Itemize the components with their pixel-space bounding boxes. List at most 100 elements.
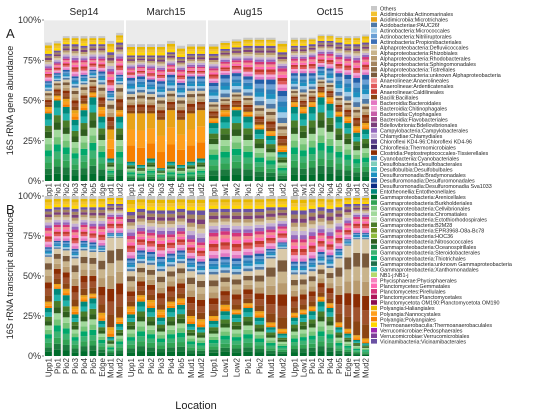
bar-segment — [89, 150, 97, 159]
bar-segment — [80, 64, 88, 67]
bar-segment — [98, 71, 106, 74]
bar-segment — [231, 325, 242, 330]
bar-segment — [45, 308, 52, 313]
bar-segment — [62, 344, 70, 351]
x-tick-label: Pio4 — [80, 182, 89, 199]
bar-segment — [291, 239, 298, 243]
bar-segment — [137, 254, 145, 257]
bar-segment — [344, 293, 352, 306]
bar-segment — [243, 342, 253, 348]
bar-segment — [177, 57, 185, 59]
bar-segment — [187, 244, 195, 248]
bar-segment — [107, 139, 115, 149]
bar-segment — [80, 105, 88, 109]
bar-segment — [137, 276, 145, 282]
bar-segment — [277, 345, 287, 348]
bar-segment — [243, 104, 253, 108]
bar-segment — [89, 68, 97, 70]
bar-segment — [254, 113, 265, 117]
bar-segment — [254, 266, 265, 270]
bar-segment — [317, 94, 325, 96]
bar-segment — [116, 216, 123, 220]
bar-segment — [62, 69, 70, 72]
bar-segment — [266, 69, 276, 72]
bar-segment — [220, 48, 230, 51]
bar-segment — [220, 231, 230, 235]
bar-segment — [197, 242, 205, 246]
bar-segment — [326, 46, 334, 49]
bar-segment — [291, 274, 298, 280]
bar-segment — [187, 44, 195, 47]
bar-segment — [187, 210, 195, 215]
bar-segment — [317, 316, 325, 322]
bar-segment — [116, 151, 123, 158]
bar-segment — [362, 157, 369, 163]
bar-segment — [335, 76, 343, 81]
bar-segment — [116, 338, 123, 342]
bar-segment — [107, 350, 115, 353]
bar-segment — [277, 305, 287, 318]
bar-segment — [157, 259, 165, 262]
bar-segment — [197, 63, 205, 65]
bar-segment — [167, 70, 175, 72]
bar-segment — [167, 239, 175, 243]
bar-segment — [277, 84, 287, 88]
bar-segment — [137, 167, 145, 170]
bar-segment — [167, 61, 175, 64]
bar-segment — [362, 233, 369, 235]
bar-segment — [197, 44, 205, 47]
bar-segment — [127, 266, 135, 270]
bar-segment — [127, 110, 135, 114]
bar-segment — [127, 91, 135, 95]
bar-segment — [80, 56, 88, 59]
bar-segment — [266, 235, 276, 238]
bar-segment — [291, 199, 298, 204]
bar-segment — [137, 164, 145, 167]
bar-segment — [167, 245, 175, 249]
bar-segment — [220, 122, 230, 129]
bar-segment — [80, 84, 88, 88]
bar-segment — [147, 347, 155, 352]
bar-segment — [353, 347, 361, 349]
bar-segment — [344, 196, 352, 198]
bar-segment — [254, 105, 265, 109]
bar-segment — [157, 89, 165, 92]
bar-segment — [167, 260, 175, 263]
bar-segment — [80, 51, 88, 55]
bar-segment — [308, 271, 316, 277]
bar-segment — [209, 316, 219, 318]
legend-label: Actinobacteria:Nitriliruptorales — [380, 34, 452, 40]
bar-segment — [89, 66, 97, 69]
bar-segment — [291, 321, 298, 325]
bar-segment — [254, 59, 265, 62]
bar-segment — [62, 290, 70, 294]
legend-label: Alphaproteobacteria:Rhodobacterales — [380, 56, 471, 62]
bar-segment — [266, 50, 276, 53]
bar-segment — [107, 196, 115, 198]
bar-segment — [197, 274, 205, 281]
bar-segment — [277, 271, 287, 284]
bar-segment — [335, 52, 343, 55]
bar-segment — [362, 341, 369, 344]
bar-segment — [254, 88, 265, 93]
bar-segment — [62, 272, 70, 278]
bar-segment — [45, 230, 52, 234]
bar-segment — [299, 109, 307, 112]
bar-segment — [362, 34, 369, 37]
x-tick-label: Pio1 — [53, 182, 62, 199]
bar-segment — [266, 127, 276, 132]
bar-segment — [62, 255, 70, 262]
bar-segment — [80, 70, 88, 73]
bar-segment — [107, 108, 115, 113]
bar-segment — [344, 339, 352, 342]
bar-segment — [243, 321, 253, 326]
bar-segment — [197, 107, 205, 111]
bar-segment — [326, 75, 334, 78]
bar-segment — [107, 336, 115, 339]
legend-label: Chloroflexi KD4-96:Chloroflexi KD4-96 — [380, 140, 472, 146]
bar-segment — [299, 344, 307, 349]
bar-segment — [80, 301, 88, 307]
bar-segment — [107, 172, 115, 175]
bar-segment — [291, 352, 298, 356]
bar-segment — [187, 168, 195, 171]
